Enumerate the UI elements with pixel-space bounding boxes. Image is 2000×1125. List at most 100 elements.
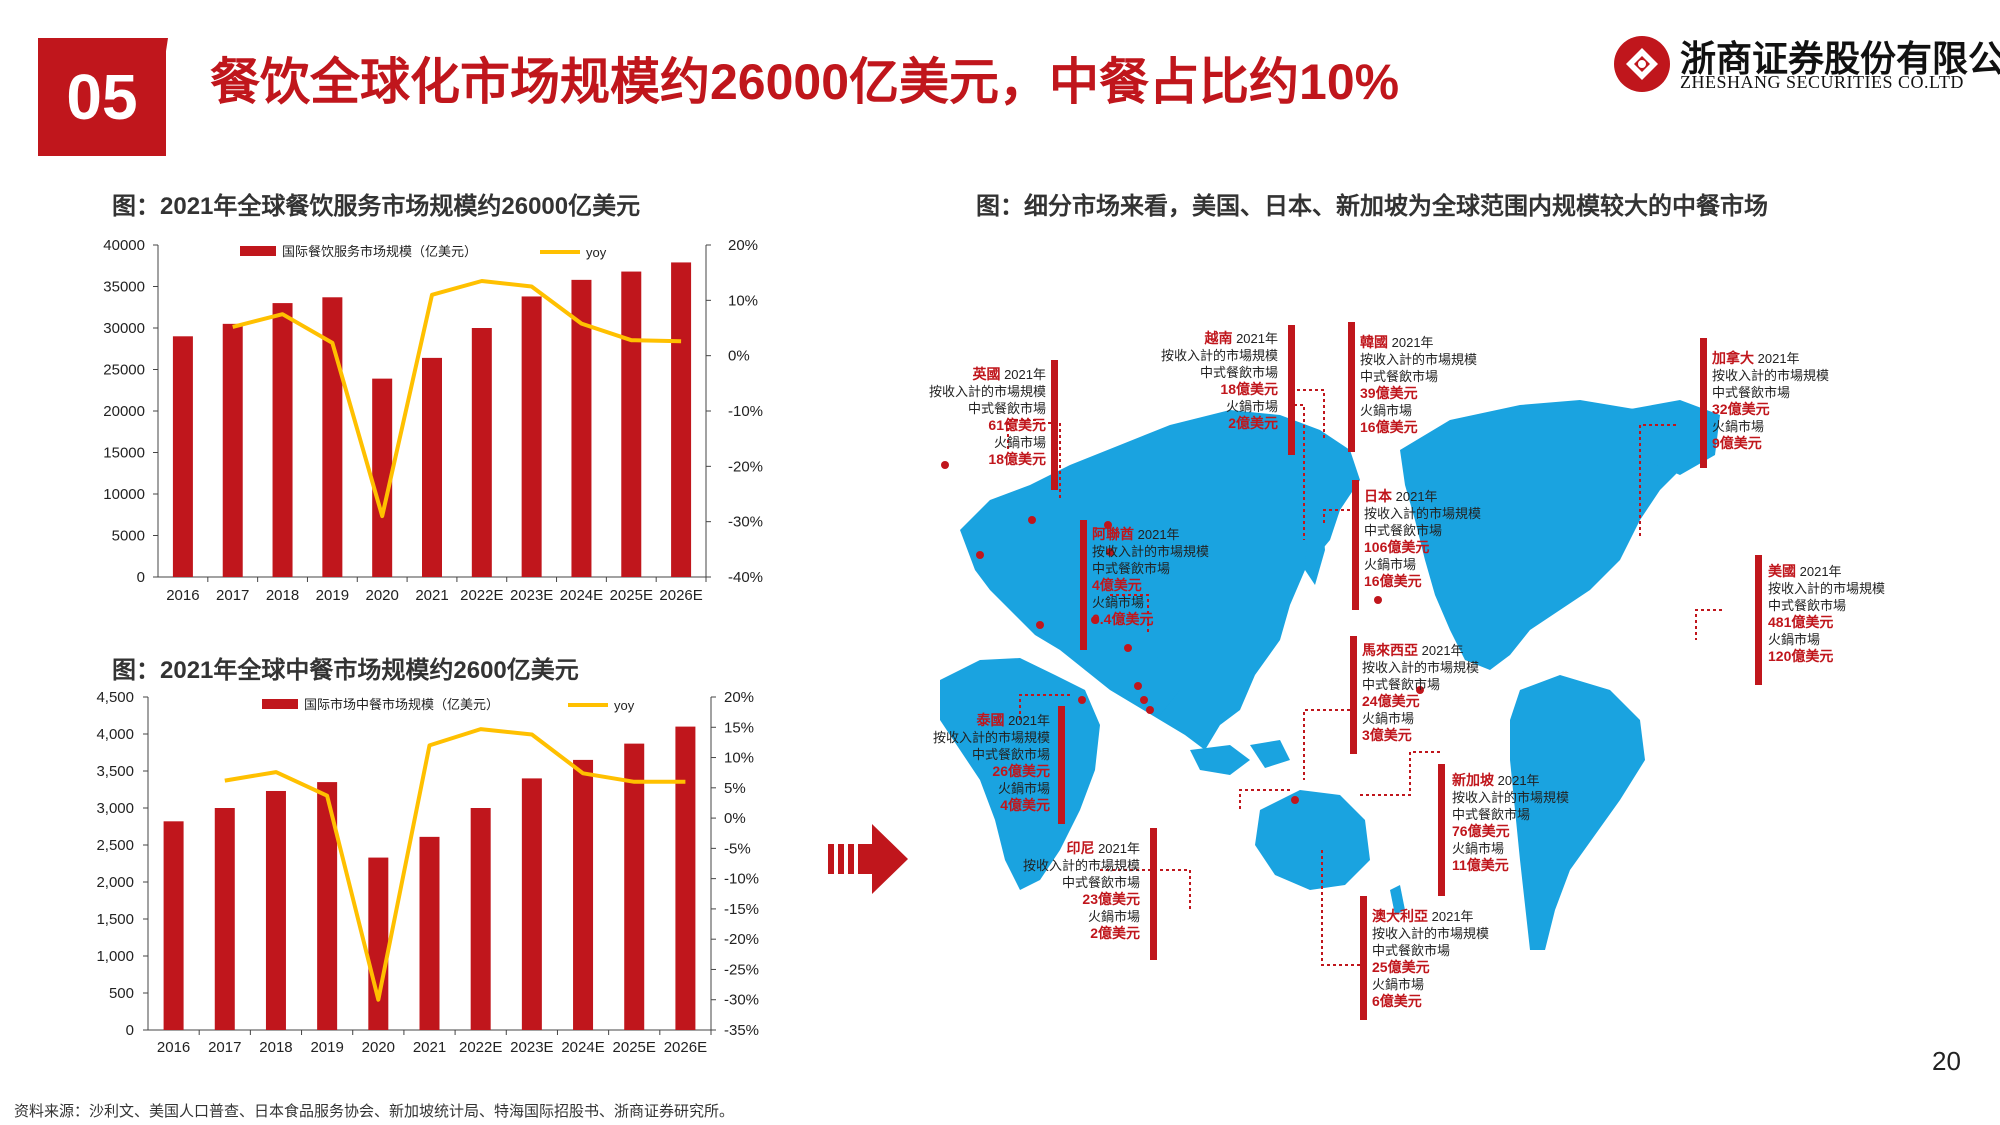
chart1-right-tick-label: -10%	[728, 403, 763, 420]
chart2-left-tick-label: 2,000	[96, 874, 134, 891]
callout-bar-uk	[1051, 360, 1058, 490]
callout-vn: 越南 2021年 按收入計的市場規模 中式餐飲市場 18億美元 火鍋市場 2億美…	[1160, 330, 1278, 431]
chart1-right-tick-label: 20%	[728, 237, 758, 254]
chart1-bar	[571, 279, 592, 577]
chart1-x-tick-label: 2022E	[460, 587, 503, 604]
chart1-right-tick-label: -40%	[728, 569, 763, 586]
chart2-bar	[419, 836, 440, 1030]
chart2-bar	[317, 782, 338, 1030]
chart1-left-tick-label: 15000	[103, 445, 145, 462]
chart2-left-tick-label: 4,000	[96, 726, 134, 743]
chart2-x-tick-label: 2021	[413, 1039, 446, 1056]
chart2-left-tick-label: 1,500	[96, 911, 134, 928]
chart1-left-tick-label: 10000	[103, 486, 145, 503]
chart2-left-tick-label: 3,500	[96, 763, 134, 780]
chart2-right-tick-label: -25%	[724, 961, 759, 978]
company-logo-icon	[1614, 36, 1670, 92]
callout-th: 泰國 2021年 按收入計的市場規模 中式餐飲市場 26億美元 火鍋市場 4億美…	[932, 712, 1050, 813]
section-badge-tail	[150, 38, 168, 156]
chart1-bar	[621, 271, 642, 577]
callout-bar-my	[1350, 636, 1357, 754]
chart2-x-tick-label: 2025E	[613, 1039, 656, 1056]
chart1-left-tick-label: 30000	[103, 320, 145, 337]
chart2-right-tick-label: 15%	[724, 719, 754, 736]
chart1-x-tick-label: 2018	[266, 587, 299, 604]
chart2-legend-line-label: yoy	[614, 698, 635, 713]
chart1-left-tick-label: 5000	[112, 528, 145, 545]
chart2-bar	[163, 821, 184, 1030]
chart2-bar	[521, 778, 542, 1030]
chart1-x-tick-label: 2021	[415, 587, 448, 604]
callout-bar-vn	[1288, 325, 1295, 455]
section-number: 05	[66, 61, 138, 133]
map-leaders	[1007, 375, 1722, 966]
callout-bar-jp	[1352, 480, 1359, 610]
chart2-bar	[470, 808, 491, 1030]
chart2-left-tick-label: 0	[126, 1022, 134, 1039]
chart1-left-tick-label: 35000	[103, 279, 145, 296]
chart1-svg: 40000 35000 30000 25000 20000 15000 10000 5000 0…	[103, 237, 763, 604]
chart2-left-tick-label: 2,500	[96, 837, 134, 854]
callout-ca: 加拿大 2021年 按收入計的市場規模 中式餐飲市場 32億美元 火鍋市場 9億…	[1712, 350, 1830, 451]
page-title: 餐饮全球化市场规模约26000亿美元，中餐占比约10%	[210, 54, 1400, 110]
chart1-x-tick-label: 2016	[166, 587, 199, 604]
chart2-left-tick-label: 4,500	[96, 689, 134, 706]
chart2-bar	[214, 808, 235, 1030]
callout-bar-ae	[1080, 520, 1087, 650]
chart1-bar	[521, 296, 542, 577]
chart1-x-tick-label: 2019	[316, 587, 349, 604]
callout-kr: 韓國 2021年 按收入計的市場規模 中式餐飲市場 39億美元 火鍋市場 16億…	[1360, 334, 1478, 435]
chart2-right-tick-label: -15%	[724, 901, 759, 918]
chart1-x-tick-label: 2023E	[510, 587, 553, 604]
chart1-bar	[172, 336, 193, 577]
chart2-yoy-line	[224, 727, 686, 1002]
chart2-right-tick-label: -5%	[724, 840, 751, 857]
callout-ae: 阿聯酋 2021年 按收入計的市場規模 中式餐飲市場 4億美元 火鍋市場 0.4…	[1092, 526, 1210, 627]
chart2-right-tick-label: -10%	[724, 871, 759, 888]
callout-bar-th	[1058, 706, 1065, 824]
chart2-x-tick-label: 2022E	[459, 1039, 502, 1056]
chart2-x-tick-label: 2020	[362, 1039, 395, 1056]
callout-my: 馬來西亞 2021年 按收入計的市場規模 中式餐飲市場 24億美元 火鍋市場 3…	[1362, 642, 1480, 743]
chart2-right-tick-label: -20%	[724, 931, 759, 948]
chart1-left-tick-label: 20000	[103, 403, 145, 420]
chart1-right-tick-label: -20%	[728, 458, 763, 475]
chart1-left-tick-label: 40000	[103, 237, 145, 254]
callout-au: 澳大利亞 2021年 按收入計的市場規模 中式餐飲市場 25億美元 火鍋市場 6…	[1372, 908, 1490, 1009]
chart1-title: 图：2021年全球餐饮服务市场规模约26000亿美元	[112, 193, 641, 220]
chart2-left-tick-label: 1,000	[96, 948, 134, 965]
callout-us: 美國 2021年 按收入計的市場規模 中式餐飲市場 481億美元 火鍋市場 12…	[1768, 563, 1886, 664]
callout-bar-kr	[1348, 322, 1355, 452]
chart2-right-tick-label: 20%	[724, 689, 754, 706]
chart2-svg: 4,500 4,000 3,500 3,000 2,500 2,000 1,500 1,000…	[96, 689, 759, 1056]
chart2-x-tick-label: 2018	[259, 1039, 292, 1056]
chart1-yoy-line	[232, 279, 682, 519]
callout-id: 印尼 2021年 按收入計的市場規模 中式餐飲市場 23億美元 火鍋市場 2億美…	[1022, 840, 1140, 941]
company-name-cn: 浙商证券股份有限公司	[1680, 39, 2000, 80]
callout-bar-us	[1755, 555, 1762, 685]
map-title: 图：细分市场来看，美国、日本、新加坡为全球范围内规模较大的中餐市场	[976, 193, 1768, 220]
chart2-x-tick-label: 2023E	[510, 1039, 553, 1056]
chart2-x-tick-label: 2017	[208, 1039, 241, 1056]
right-arrow-icon	[828, 824, 908, 894]
callout-uk: 英國 2021年 按收入計的市場規模 中式餐飲市場 61億美元 火鍋市場 18億…	[928, 366, 1046, 467]
chart2-title: 图：2021年全球中餐市场规模约2600亿美元	[112, 657, 579, 684]
chart1-left-tick-label: 25000	[103, 362, 145, 379]
callout-bar-sg	[1438, 764, 1445, 896]
chart1-bar	[372, 378, 393, 577]
chart1-legend-line-label: yoy	[586, 245, 607, 260]
chart2-bar	[265, 790, 286, 1030]
chart2-legend-bar-swatch	[262, 699, 298, 709]
source-note: 资料来源：沙利文、美国人口普查、日本食品服务协会、新加坡统计局、特海国际招股书、…	[14, 1104, 735, 1120]
chart1-right-tick-label: -30%	[728, 514, 763, 531]
chart1-x-tick-label: 2026E	[659, 587, 702, 604]
page-number: 20	[1932, 1046, 1961, 1076]
chart1-left-tick-label: 0	[137, 569, 145, 586]
chart2-right-tick-label: 10%	[724, 750, 754, 767]
chart2-x-tick-label: 2019	[310, 1039, 343, 1056]
chart1-bar	[272, 303, 293, 577]
chart1-x-tick-label: 2020	[365, 587, 398, 604]
chart2-right-tick-label: -35%	[724, 1022, 759, 1039]
chart2-left-tick-label: 3,000	[96, 800, 134, 817]
chart1-bar	[422, 357, 442, 577]
